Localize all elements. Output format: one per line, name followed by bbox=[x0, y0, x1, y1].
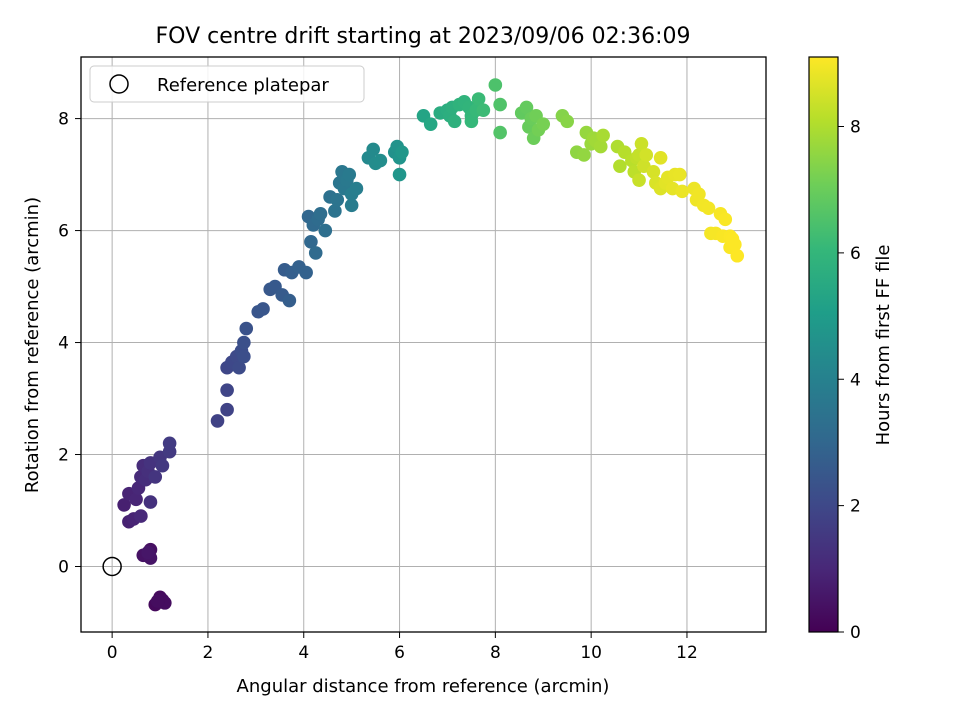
legend-marker bbox=[109, 74, 129, 94]
reference-platepar-marker bbox=[102, 556, 122, 577]
data-point bbox=[129, 492, 143, 507]
data-point bbox=[143, 495, 158, 509]
data-point bbox=[646, 164, 661, 179]
data-point bbox=[308, 246, 323, 260]
data-point bbox=[675, 184, 689, 199]
data-point bbox=[692, 187, 706, 201]
data-point bbox=[344, 198, 359, 213]
data-point bbox=[672, 167, 687, 182]
data-point bbox=[560, 114, 575, 129]
data-point bbox=[282, 293, 297, 308]
data-point bbox=[162, 436, 177, 451]
data-point bbox=[232, 360, 246, 375]
data-point bbox=[318, 223, 333, 238]
data-point bbox=[493, 125, 507, 140]
data-point bbox=[237, 349, 251, 364]
colorbar-tick-label: 8 bbox=[850, 118, 861, 138]
colorbar-label: Hours from first FF file bbox=[873, 245, 894, 446]
y-tick-label: 2 bbox=[58, 446, 69, 466]
y-tick-label: 0 bbox=[58, 557, 69, 577]
data-point bbox=[634, 136, 649, 151]
data-point bbox=[653, 150, 668, 165]
data-point bbox=[632, 173, 646, 187]
data-point bbox=[313, 206, 328, 221]
colorbar-tick-label: 6 bbox=[850, 244, 861, 264]
data-point bbox=[256, 302, 270, 316]
data-point bbox=[148, 470, 163, 484]
data-point bbox=[536, 117, 551, 131]
x-tick-label: 12 bbox=[676, 643, 698, 663]
x-tick-label: 0 bbox=[107, 643, 118, 663]
data-point bbox=[476, 103, 491, 117]
data-point bbox=[493, 97, 507, 112]
data-point bbox=[220, 402, 234, 417]
x-tick-label: 2 bbox=[203, 643, 214, 663]
data-point bbox=[596, 128, 610, 143]
data-point bbox=[447, 114, 462, 129]
data-point bbox=[237, 335, 251, 350]
x-tick-label: 4 bbox=[298, 643, 309, 663]
data-point bbox=[220, 383, 234, 397]
colorbar-tick-label: 4 bbox=[850, 370, 861, 390]
x-tick-label: 10 bbox=[580, 643, 602, 663]
data-point bbox=[488, 78, 503, 92]
colorbar bbox=[808, 56, 839, 633]
legend-label: Reference platepar bbox=[157, 75, 329, 96]
data-point bbox=[519, 100, 534, 115]
data-point bbox=[349, 181, 364, 196]
x-tick-label: 8 bbox=[490, 643, 501, 663]
colorbar-tick-label: 2 bbox=[850, 497, 861, 517]
legend-box bbox=[89, 65, 365, 103]
data-point bbox=[395, 145, 409, 159]
plot-frame bbox=[80, 56, 767, 633]
x-axis-ticks: 0 2 4 6 8 10 12 bbox=[107, 632, 698, 663]
data-point bbox=[134, 509, 148, 523]
data-point bbox=[577, 148, 591, 162]
y-axis-ticks: 0 2 4 6 8 bbox=[58, 110, 81, 577]
data-point bbox=[718, 212, 733, 227]
data-point bbox=[150, 594, 165, 609]
colorbar-tick-label: 0 bbox=[850, 623, 861, 643]
x-tick-label: 6 bbox=[394, 643, 405, 663]
data-point bbox=[464, 114, 479, 129]
data-point bbox=[423, 117, 438, 131]
data-point bbox=[613, 159, 627, 173]
data-point bbox=[141, 545, 155, 560]
data-point bbox=[155, 458, 170, 473]
grid-lines bbox=[81, 57, 766, 632]
scatter-points bbox=[117, 78, 745, 612]
data-point bbox=[117, 498, 131, 512]
data-point bbox=[304, 234, 318, 249]
data-point bbox=[730, 248, 745, 263]
data-point bbox=[239, 321, 254, 336]
data-point bbox=[299, 265, 313, 280]
y-axis-label: Rotation from reference (arcmin) bbox=[22, 197, 43, 493]
data-point bbox=[366, 142, 381, 157]
data-point bbox=[342, 167, 357, 182]
data-point bbox=[728, 237, 742, 252]
x-axis-label: Angular distance from reference (arcmin) bbox=[237, 676, 610, 697]
data-point bbox=[701, 201, 716, 215]
colorbar-ticks: 0 2 4 6 8 bbox=[838, 118, 861, 643]
legend: Reference platepar bbox=[89, 65, 365, 103]
data-point bbox=[210, 414, 225, 428]
y-tick-label: 8 bbox=[58, 110, 69, 130]
data-point bbox=[328, 204, 342, 218]
data-point bbox=[639, 148, 654, 162]
data-point bbox=[392, 167, 407, 182]
data-point bbox=[471, 92, 486, 106]
data-point bbox=[373, 153, 388, 168]
chart-title: FOV centre drift starting at 2023/09/06 … bbox=[156, 24, 691, 49]
y-tick-label: 4 bbox=[58, 334, 69, 354]
y-tick-label: 6 bbox=[58, 222, 69, 242]
data-point bbox=[593, 139, 608, 154]
data-point bbox=[330, 192, 345, 207]
